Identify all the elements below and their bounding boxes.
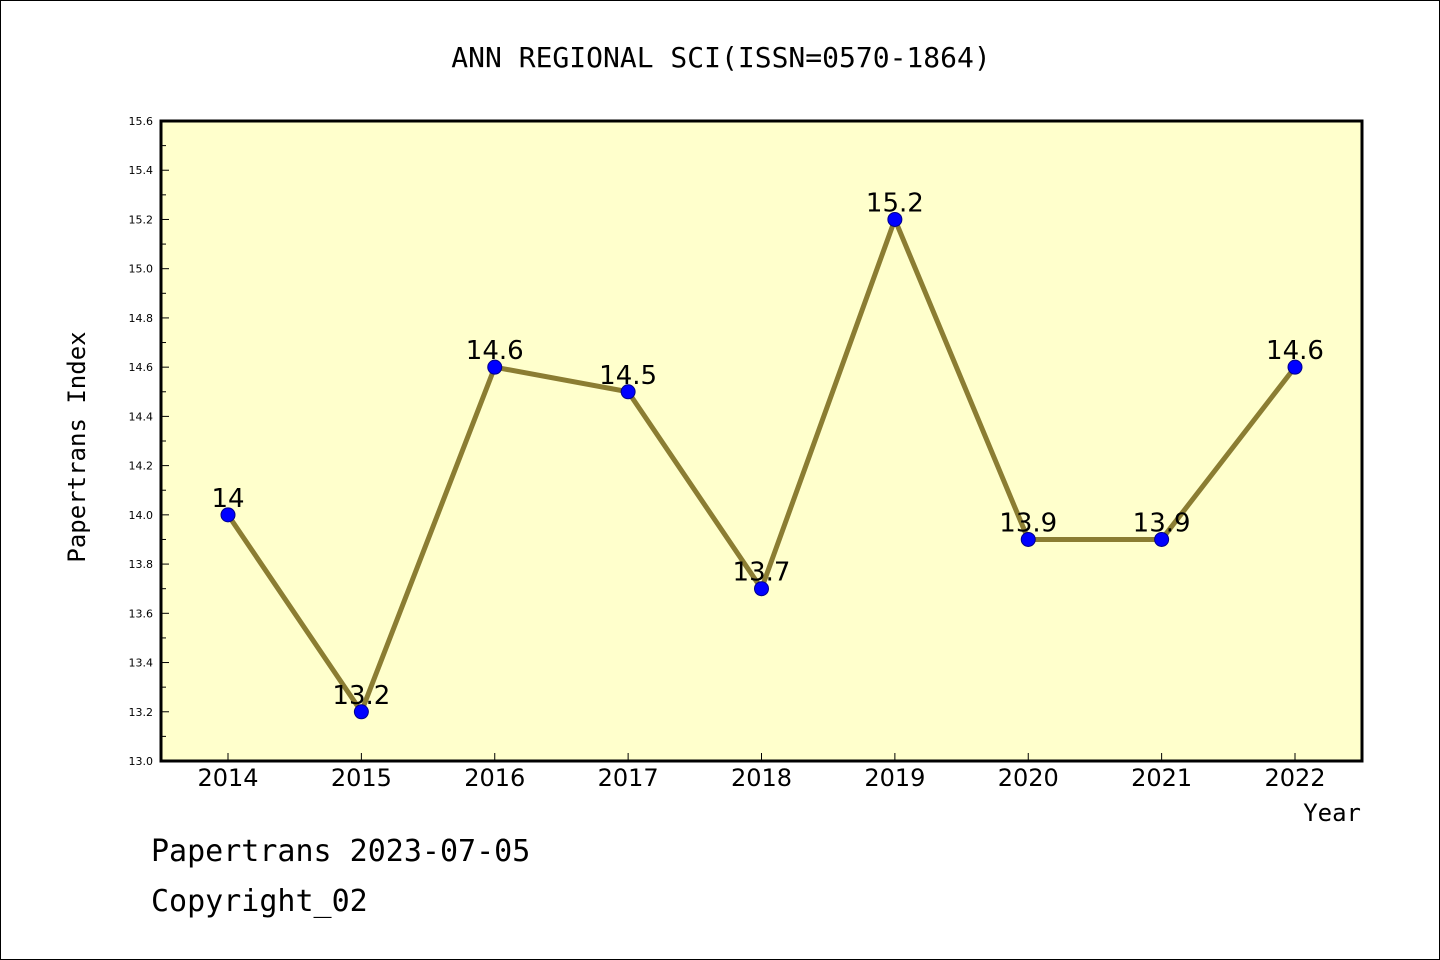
footer-copyright-text: Copyright_02	[151, 884, 368, 919]
data-labels: 14 13.2 14.6 14.5 13.7 15.2 13.9 13.9 14.6	[211, 188, 1323, 710]
data-point	[1020, 531, 1036, 547]
x-tick-label: 2016	[464, 764, 525, 792]
x-axis: 2014 2015 2016 2017 2018 2019 2020 2021 2022	[197, 753, 1326, 792]
data-point	[1287, 359, 1303, 375]
data-label: 14.5	[599, 361, 657, 391]
y-tick-label: 15.4	[129, 164, 154, 177]
y-tick-label: 14.8	[129, 312, 154, 325]
footer-date-text: Papertrans 2023-07-05	[151, 834, 531, 869]
y-tick-label: 13.2	[129, 706, 154, 719]
data-label: 13.9	[1133, 508, 1191, 538]
data-label: 13.7	[733, 558, 791, 588]
x-tick-label: 2014	[197, 764, 258, 792]
data-label: 15.2	[866, 188, 924, 218]
y-tick-label: 14.2	[129, 460, 154, 473]
x-tick-label: 2020	[998, 764, 1059, 792]
y-tick-label: 13.8	[129, 558, 154, 571]
data-point	[887, 211, 903, 227]
chart-title: ANN REGIONAL SCI(ISSN=0570-1864)	[451, 41, 990, 74]
x-tick-label: 2021	[1131, 764, 1192, 792]
y-axis: 13.0 13.2 13.4 13.6 13.8 14.0 14.2 14.4 14.6 14.8…	[129, 115, 169, 768]
data-point	[353, 704, 369, 720]
data-label: 13.2	[332, 681, 390, 711]
data-point	[220, 507, 236, 523]
data-point	[620, 384, 636, 400]
data-point	[1154, 531, 1170, 547]
x-tick-label: 2019	[864, 764, 925, 792]
x-tick-label: 2015	[331, 764, 392, 792]
data-label: 13.9	[999, 508, 1057, 538]
y-tick-label: 14.6	[129, 361, 154, 374]
y-axis-label: Papertrans Index	[63, 331, 91, 562]
data-points	[220, 211, 1303, 720]
y-tick-label: 15.0	[129, 263, 154, 276]
y-tick-label: 14.4	[129, 410, 154, 423]
y-tick-label: 14.0	[129, 509, 154, 522]
plot-area	[159, 119, 1364, 763]
x-axis-label: Year	[1303, 799, 1361, 827]
y-tick-label: 13.0	[129, 755, 154, 768]
y-tick-label: 15.6	[129, 115, 154, 128]
data-label: 14.6	[466, 336, 524, 366]
y-tick-label: 15.2	[129, 213, 154, 226]
x-tick-label: 2017	[598, 764, 659, 792]
data-point	[754, 581, 769, 597]
x-tick-label: 2022	[1264, 764, 1325, 792]
y-tick-label: 13.6	[129, 607, 154, 620]
data-point	[487, 359, 503, 375]
data-label: 14.6	[1266, 336, 1324, 366]
x-tick-label: 2018	[731, 764, 792, 792]
data-label: 14	[211, 484, 244, 514]
y-tick-label: 13.4	[129, 657, 154, 670]
